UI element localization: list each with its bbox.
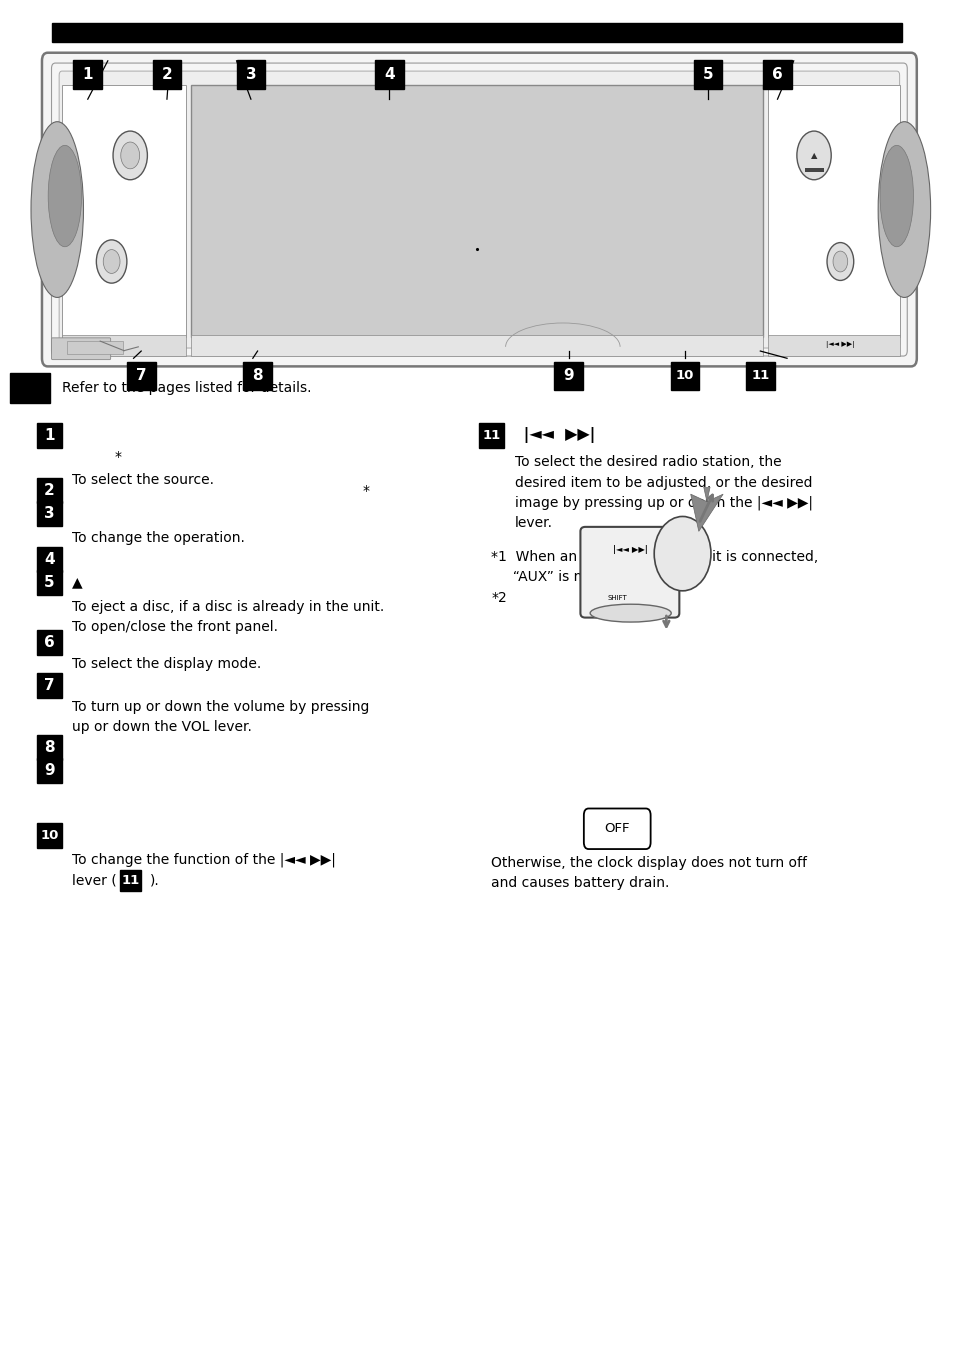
Ellipse shape bbox=[879, 145, 913, 246]
Text: 2: 2 bbox=[161, 66, 172, 82]
Text: 7: 7 bbox=[44, 677, 55, 694]
Text: 1: 1 bbox=[82, 66, 93, 82]
Bar bbox=[52, 23, 901, 42]
FancyBboxPatch shape bbox=[42, 53, 916, 366]
Circle shape bbox=[103, 250, 120, 273]
Text: *: * bbox=[362, 484, 369, 498]
FancyBboxPatch shape bbox=[37, 758, 62, 783]
Text: 6: 6 bbox=[771, 66, 782, 82]
Text: 5: 5 bbox=[44, 575, 55, 591]
Text: 10: 10 bbox=[675, 369, 694, 383]
Bar bbox=[191, 335, 762, 357]
Circle shape bbox=[796, 131, 830, 180]
Circle shape bbox=[121, 142, 139, 169]
Text: *2: *2 bbox=[491, 591, 507, 604]
Ellipse shape bbox=[30, 122, 84, 297]
Bar bbox=[767, 85, 899, 337]
FancyBboxPatch shape bbox=[375, 59, 403, 89]
Bar bbox=[10, 373, 50, 403]
Circle shape bbox=[832, 251, 847, 272]
Text: To change the operation.: To change the operation. bbox=[71, 531, 244, 545]
FancyBboxPatch shape bbox=[670, 361, 699, 391]
Text: 3: 3 bbox=[44, 506, 55, 522]
Text: 7: 7 bbox=[135, 368, 147, 384]
Text: To open/close the front panel.: To open/close the front panel. bbox=[71, 621, 277, 634]
FancyBboxPatch shape bbox=[762, 59, 791, 89]
FancyBboxPatch shape bbox=[243, 361, 272, 391]
FancyBboxPatch shape bbox=[37, 571, 62, 595]
Text: *: * bbox=[114, 450, 121, 464]
Text: To select the desired radio station, the: To select the desired radio station, the bbox=[515, 456, 781, 469]
FancyBboxPatch shape bbox=[120, 869, 141, 891]
Text: 9: 9 bbox=[44, 763, 55, 779]
FancyBboxPatch shape bbox=[37, 630, 62, 654]
FancyBboxPatch shape bbox=[37, 502, 62, 526]
FancyBboxPatch shape bbox=[152, 59, 181, 89]
FancyBboxPatch shape bbox=[745, 361, 774, 391]
Text: 6: 6 bbox=[44, 634, 55, 650]
Text: 11: 11 bbox=[121, 873, 140, 887]
Text: To select the source.: To select the source. bbox=[71, 473, 213, 487]
FancyBboxPatch shape bbox=[37, 423, 62, 448]
FancyBboxPatch shape bbox=[554, 361, 582, 391]
Text: 9: 9 bbox=[562, 368, 574, 384]
FancyBboxPatch shape bbox=[236, 59, 265, 89]
Text: 1: 1 bbox=[44, 427, 55, 443]
Text: Otherwise, the clock display does not turn off: Otherwise, the clock display does not tu… bbox=[491, 856, 806, 869]
FancyBboxPatch shape bbox=[37, 673, 62, 698]
Text: ▲: ▲ bbox=[71, 576, 82, 589]
Text: 10: 10 bbox=[40, 829, 59, 842]
FancyBboxPatch shape bbox=[51, 338, 111, 360]
Text: 8: 8 bbox=[44, 740, 55, 756]
FancyBboxPatch shape bbox=[73, 59, 102, 89]
Text: |◄◄ ▶▶|: |◄◄ ▶▶| bbox=[825, 342, 854, 349]
Bar bbox=[191, 85, 762, 337]
FancyBboxPatch shape bbox=[478, 423, 503, 448]
FancyBboxPatch shape bbox=[37, 735, 62, 760]
FancyBboxPatch shape bbox=[693, 59, 721, 89]
Text: 5: 5 bbox=[701, 66, 713, 82]
Text: 11: 11 bbox=[481, 429, 500, 442]
FancyBboxPatch shape bbox=[59, 72, 899, 347]
FancyBboxPatch shape bbox=[37, 479, 62, 503]
Text: Refer to the pages listed for details.: Refer to the pages listed for details. bbox=[62, 381, 312, 395]
Text: To change the function of the |◄◄ ▶▶|: To change the function of the |◄◄ ▶▶| bbox=[71, 853, 335, 867]
Ellipse shape bbox=[48, 145, 82, 246]
Ellipse shape bbox=[877, 122, 930, 297]
Bar bbox=[62, 85, 186, 337]
Bar bbox=[67, 341, 122, 353]
Text: 4: 4 bbox=[383, 66, 395, 82]
Text: OFF: OFF bbox=[604, 822, 629, 836]
Bar bbox=[803, 169, 822, 173]
Text: To select the display mode.: To select the display mode. bbox=[71, 657, 260, 671]
Circle shape bbox=[826, 242, 853, 280]
FancyBboxPatch shape bbox=[37, 823, 62, 848]
Bar bbox=[767, 335, 899, 357]
Text: 2: 2 bbox=[44, 483, 55, 499]
Circle shape bbox=[112, 131, 147, 180]
Text: lever (: lever ( bbox=[71, 873, 116, 887]
Text: up or down the VOL lever.: up or down the VOL lever. bbox=[71, 721, 252, 734]
Text: *1  When an optional CD/MD unit is connected,: *1 When an optional CD/MD unit is connec… bbox=[491, 550, 818, 564]
Text: ).: ). bbox=[150, 873, 159, 887]
Bar bbox=[62, 335, 186, 357]
Text: desired item to be adjusted, or the desired: desired item to be adjusted, or the desi… bbox=[515, 476, 812, 489]
Text: 8: 8 bbox=[252, 368, 263, 384]
Text: ▲: ▲ bbox=[810, 151, 817, 160]
Text: lever.: lever. bbox=[515, 516, 553, 530]
Text: 3: 3 bbox=[245, 66, 256, 82]
Text: |◄◄  ▶▶|: |◄◄ ▶▶| bbox=[517, 427, 595, 443]
Text: To turn up or down the volume by pressing: To turn up or down the volume by pressin… bbox=[71, 700, 369, 714]
Text: 4: 4 bbox=[44, 552, 55, 568]
Text: “AUX” is not displayed.: “AUX” is not displayed. bbox=[491, 571, 672, 584]
Circle shape bbox=[96, 239, 127, 283]
Text: To eject a disc, if a disc is already in the unit.: To eject a disc, if a disc is already in… bbox=[71, 600, 383, 614]
Text: 11: 11 bbox=[750, 369, 769, 383]
Text: and causes battery drain.: and causes battery drain. bbox=[491, 876, 669, 890]
FancyBboxPatch shape bbox=[583, 808, 650, 849]
Text: image by pressing up or down the |◄◄ ▶▶|: image by pressing up or down the |◄◄ ▶▶| bbox=[515, 496, 812, 510]
FancyBboxPatch shape bbox=[127, 361, 155, 391]
FancyBboxPatch shape bbox=[37, 548, 62, 572]
